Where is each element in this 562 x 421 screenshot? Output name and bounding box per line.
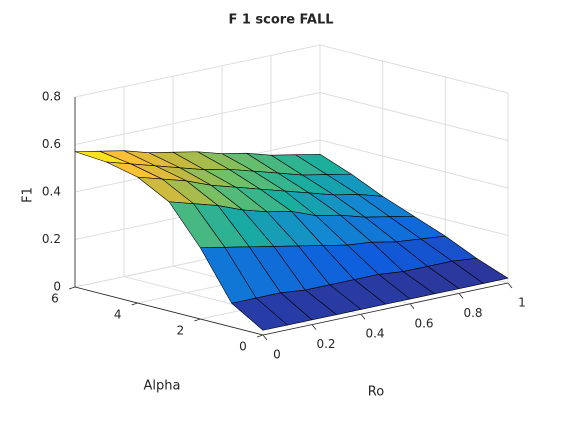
z-axis-label: F1: [21, 187, 36, 203]
y-tick-label: 0: [239, 340, 247, 354]
z-tick-label: 0: [53, 280, 61, 294]
y-axis-label: Alpha: [144, 379, 181, 394]
tick-mark: [311, 324, 317, 330]
y-tick-label: 2: [177, 324, 185, 338]
tick-mark: [68, 286, 76, 290]
tick-mark: [507, 282, 513, 289]
tick-mark: [262, 334, 268, 341]
grid-line: [74, 44, 321, 98]
z-tick-label: 0.4: [42, 185, 61, 199]
grid-line: [319, 139, 509, 189]
x-axis-label: Ro: [368, 385, 384, 400]
axis-line: [262, 282, 509, 336]
tick-mark: [256, 334, 264, 338]
x-tick-label: 0.6: [414, 316, 433, 330]
chart-title: F 1 score FALL: [228, 13, 333, 28]
x-tick-label: 0: [273, 348, 281, 362]
y-tick-label: 6: [51, 292, 59, 306]
z-tick-label: 0.6: [42, 137, 61, 151]
tick-mark: [409, 303, 415, 310]
z-tick-label: 0.2: [42, 232, 61, 246]
x-tick-label: 0.8: [463, 306, 482, 320]
x-tick-label: 1: [518, 296, 526, 310]
x-tick-label: 0.4: [365, 327, 384, 341]
tick-mark: [131, 302, 138, 306]
tick-mark: [194, 318, 201, 322]
x-tick-label: 0.2: [316, 337, 335, 351]
tick-mark: [458, 293, 464, 299]
axis-line: [74, 286, 264, 336]
grid-line: [319, 44, 509, 94]
z-tick-label: 0.8: [42, 90, 61, 104]
grid-line: [319, 92, 509, 141]
tick-mark: [360, 313, 366, 320]
y-tick-label: 4: [114, 308, 122, 322]
surface-face: [231, 297, 288, 331]
grid-line: [74, 92, 321, 145]
